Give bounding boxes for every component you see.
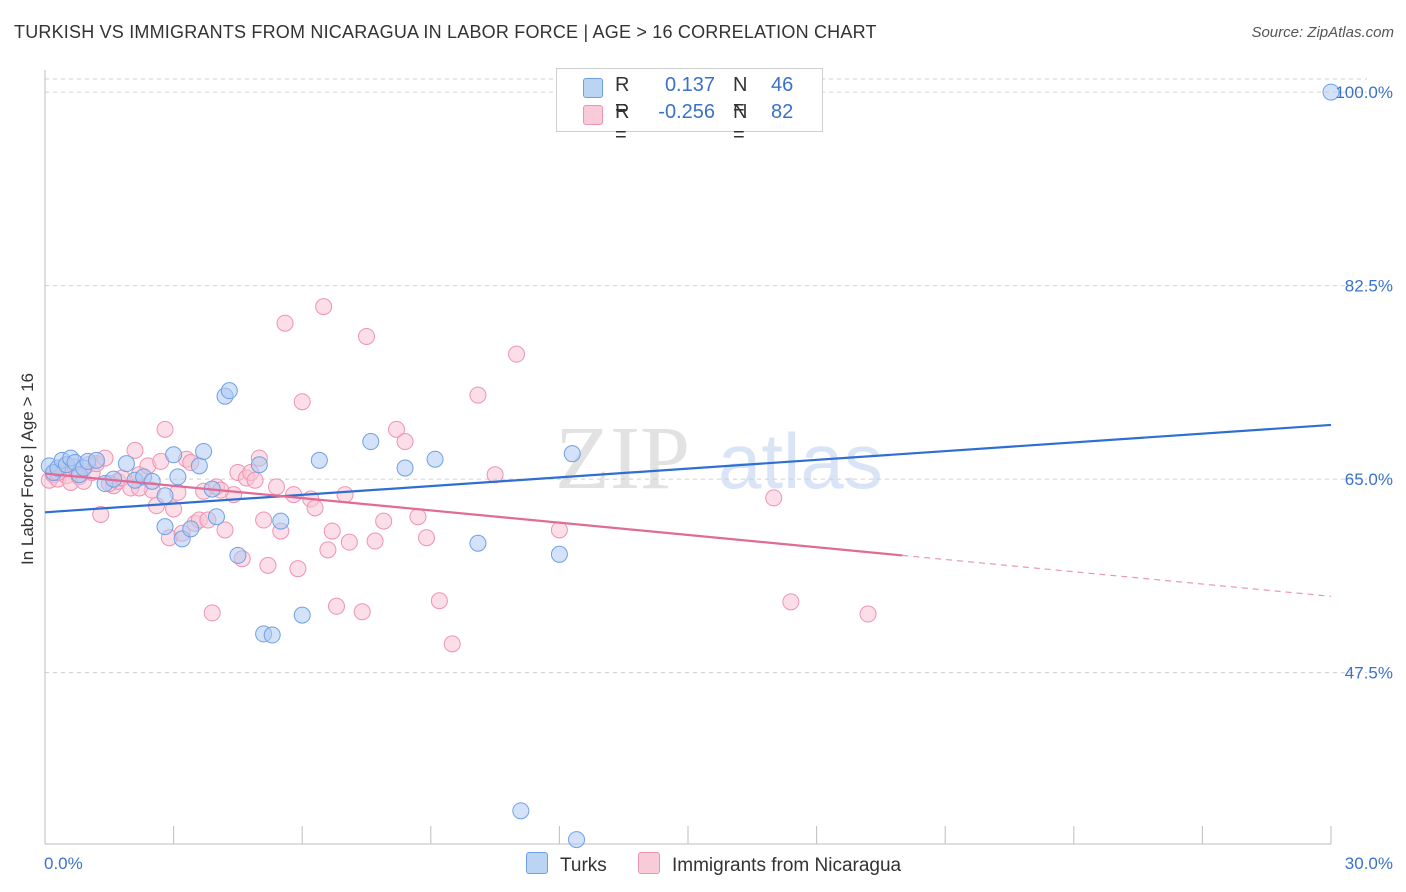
data-point-turks xyxy=(165,446,183,464)
data-point-turks xyxy=(469,534,487,552)
data-point-nicaragua xyxy=(315,298,333,316)
tick-labels: 47.5% 65.0% 82.5% 100.0% 0.0% 30.0% xyxy=(44,83,1393,873)
data-point-nicaragua xyxy=(358,327,375,345)
data-point-turks xyxy=(272,512,290,530)
data-point-nicaragua xyxy=(375,512,393,530)
data-point-turks xyxy=(117,455,135,473)
data-point-turks xyxy=(293,606,311,624)
data-point-turks xyxy=(563,445,581,463)
data-point-nicaragua xyxy=(336,486,354,504)
y-tick-label: 100.0% xyxy=(1335,83,1393,102)
data-point-nicaragua xyxy=(396,433,414,451)
data-point-nicaragua xyxy=(276,314,294,332)
data-point-nicaragua xyxy=(289,560,307,578)
data-point-nicaragua xyxy=(255,511,273,529)
data-point-turks xyxy=(426,450,444,468)
trend-line-nicaragua-extrapolated xyxy=(902,554,1332,597)
data-point-turks xyxy=(195,442,213,460)
data-point-turks xyxy=(87,451,105,469)
data-point-nicaragua xyxy=(246,471,264,489)
x-tick-label: 0.0% xyxy=(44,854,83,873)
data-point-nicaragua xyxy=(765,489,783,507)
legend-n-label: N = xyxy=(733,101,748,146)
data-point-nicaragua xyxy=(203,604,221,622)
data-point-turks xyxy=(1322,83,1340,101)
bottom-legend-label: Immigrants from Nicaragua xyxy=(672,855,902,876)
data-point-turks xyxy=(250,456,268,474)
data-point-nicaragua xyxy=(259,556,277,574)
series-turks-points xyxy=(40,83,1340,849)
legend-n-label: N = xyxy=(733,74,748,119)
data-point-turks xyxy=(310,451,328,469)
data-point-nicaragua xyxy=(430,592,448,610)
trend-lines xyxy=(44,423,1332,597)
y-axis-label: In Labor Force | Age > 16 xyxy=(18,372,37,565)
data-point-nicaragua xyxy=(443,635,461,653)
legend-r-value: -0.256 xyxy=(658,101,715,123)
data-point-nicaragua xyxy=(388,420,406,438)
data-point-turks xyxy=(156,487,174,505)
bottom-legend-swatch-turks xyxy=(526,852,548,874)
gridlines xyxy=(45,78,1367,674)
data-point-turks xyxy=(396,459,414,477)
bottom-legend-turks: Turks xyxy=(526,852,607,877)
data-point-nicaragua xyxy=(340,533,358,551)
data-point-turks xyxy=(156,518,174,536)
data-point-turks xyxy=(207,508,225,526)
data-point-nicaragua xyxy=(293,393,311,411)
data-point-turks xyxy=(190,457,208,475)
trend-line-turks xyxy=(44,423,1332,514)
data-point-nicaragua xyxy=(92,505,110,523)
y-tick-label: 47.5% xyxy=(1345,664,1393,683)
data-point-nicaragua xyxy=(156,420,174,438)
data-point-nicaragua xyxy=(409,508,427,526)
legend-r-label: R = xyxy=(615,101,630,146)
data-point-turks xyxy=(182,520,200,538)
data-point-nicaragua xyxy=(508,345,526,363)
data-point-turks xyxy=(229,546,247,564)
data-point-nicaragua xyxy=(469,386,487,404)
data-point-nicaragua xyxy=(319,541,337,559)
y-tick-label: 65.0% xyxy=(1345,470,1393,489)
bottom-legend-label: Turks xyxy=(560,855,607,876)
data-point-nicaragua xyxy=(323,522,341,540)
data-point-nicaragua xyxy=(859,605,877,623)
bottom-legend-swatch-nicaragua xyxy=(638,852,660,874)
data-point-nicaragua xyxy=(418,529,436,547)
data-point-nicaragua xyxy=(353,603,371,621)
data-point-turks xyxy=(263,626,281,644)
legend-swatch-nicaragua xyxy=(583,105,603,125)
chart-title: TURKISH VS IMMIGRANTS FROM NICARAGUA IN … xyxy=(14,22,877,42)
legend-swatch-turks xyxy=(583,78,603,98)
x-tick-label: 30.0% xyxy=(1345,854,1393,873)
data-point-nicaragua xyxy=(165,500,183,518)
data-point-turks xyxy=(568,831,586,849)
data-point-nicaragua xyxy=(267,478,285,496)
stats-legend: R = 0.137 N = 46 R = -0.256 N = 82 xyxy=(556,68,823,146)
source-label: Source: ZipAtlas.com xyxy=(1251,24,1394,41)
data-point-nicaragua xyxy=(366,532,384,550)
legend-n-value: 82 xyxy=(771,101,794,123)
data-point-turks xyxy=(143,472,161,490)
bottom-legend-nicaragua: Immigrants from Nicaragua xyxy=(638,852,901,877)
data-point-turks xyxy=(550,545,568,563)
axes xyxy=(44,70,1332,845)
data-point-nicaragua xyxy=(782,593,800,611)
data-point-nicaragua xyxy=(126,441,144,459)
y-tick-label: 82.5% xyxy=(1345,277,1393,296)
data-point-nicaragua xyxy=(306,499,324,517)
legend-r-value: 0.137 xyxy=(664,74,715,96)
data-point-turks xyxy=(220,382,238,400)
legend-r-label: R = xyxy=(615,74,630,119)
data-point-turks xyxy=(169,468,187,486)
legend-n-value: 46 xyxy=(771,74,794,96)
data-point-nicaragua xyxy=(550,521,568,539)
data-point-nicaragua xyxy=(327,597,345,615)
data-point-turks xyxy=(362,433,380,451)
trend-line-nicaragua xyxy=(44,472,903,557)
data-point-nicaragua xyxy=(216,521,234,539)
data-point-turks xyxy=(512,802,530,820)
